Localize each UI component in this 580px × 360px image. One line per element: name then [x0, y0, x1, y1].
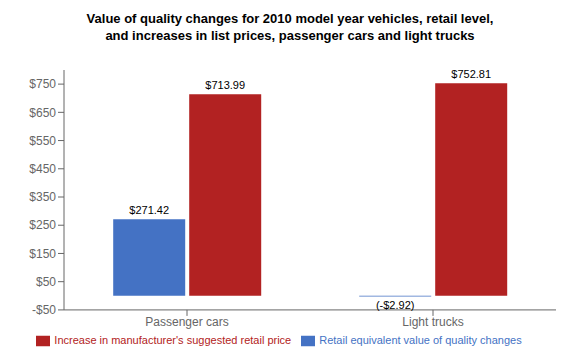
svg-text:$752.81: $752.81	[451, 68, 491, 80]
svg-text:$650: $650	[29, 106, 56, 120]
svg-text:Light trucks: Light trucks	[402, 315, 463, 329]
svg-text:$50: $50	[36, 275, 56, 289]
svg-text:$713.99: $713.99	[205, 79, 245, 91]
svg-text:$750: $750	[29, 77, 56, 91]
html-text:Increase in manufacturer's sug: Increase in manufacturer's suggested ret…	[54, 333, 292, 346]
svg-text:(-$2.92): (-$2.92)	[376, 299, 415, 311]
svg-text:$350: $350	[29, 190, 56, 204]
html-text:Retail equivalent value of qua: Retail equivalent value of quality chang…	[319, 333, 522, 346]
html-text:and increases in list prices,: and increases in list prices, passenger …	[105, 28, 475, 43]
svg-text:$550: $550	[29, 134, 56, 148]
svg-text:-$50: -$50	[32, 303, 56, 317]
svg-text:$450: $450	[29, 162, 56, 176]
svg-text:$271.42: $271.42	[129, 204, 169, 216]
svg-text:Passenger cars: Passenger cars	[145, 315, 228, 329]
svg-text:$250: $250	[29, 218, 56, 232]
svg-text:$150: $150	[29, 247, 56, 261]
html-text:Value of quality changes for 2: Value of quality changes for 2010 model …	[86, 11, 494, 26]
